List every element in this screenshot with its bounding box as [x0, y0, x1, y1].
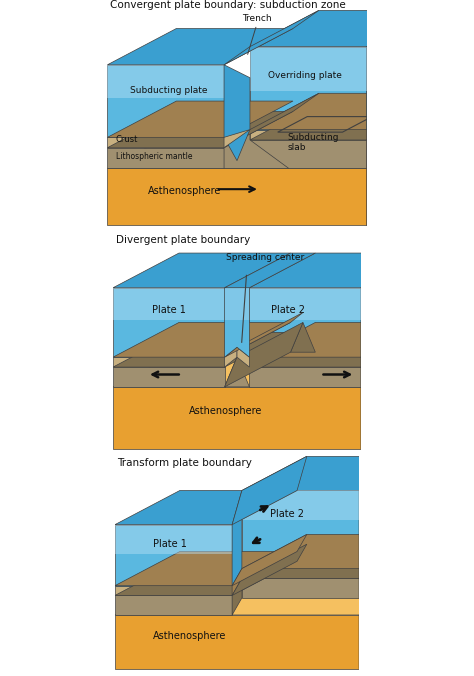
Polygon shape	[225, 253, 315, 288]
Polygon shape	[115, 596, 232, 615]
Text: Asthenosphere: Asthenosphere	[148, 187, 221, 196]
Polygon shape	[115, 581, 424, 615]
Polygon shape	[224, 65, 250, 161]
Polygon shape	[113, 288, 225, 320]
Polygon shape	[366, 10, 436, 130]
Text: Asthenosphere: Asthenosphere	[153, 631, 227, 642]
Polygon shape	[250, 47, 366, 130]
Polygon shape	[249, 288, 361, 357]
Polygon shape	[361, 322, 427, 367]
Polygon shape	[250, 103, 436, 140]
Polygon shape	[115, 561, 297, 596]
Polygon shape	[225, 288, 249, 320]
Text: Subducting
slab: Subducting slab	[288, 133, 339, 152]
Polygon shape	[225, 322, 303, 387]
Text: Plate 1: Plate 1	[152, 304, 186, 314]
Polygon shape	[108, 132, 436, 168]
Polygon shape	[224, 130, 250, 148]
Polygon shape	[359, 544, 424, 598]
Polygon shape	[249, 322, 427, 357]
Polygon shape	[224, 93, 319, 148]
Polygon shape	[224, 130, 289, 168]
Polygon shape	[366, 93, 436, 140]
Polygon shape	[225, 347, 237, 367]
Polygon shape	[361, 333, 427, 387]
Polygon shape	[359, 535, 424, 579]
Polygon shape	[250, 140, 366, 168]
Text: Subducting plate: Subducting plate	[130, 87, 208, 95]
Polygon shape	[361, 253, 427, 357]
Polygon shape	[361, 352, 427, 449]
Polygon shape	[108, 168, 366, 226]
Polygon shape	[108, 65, 224, 99]
Polygon shape	[115, 525, 232, 554]
Polygon shape	[113, 352, 427, 387]
Polygon shape	[242, 569, 359, 579]
Polygon shape	[242, 491, 359, 569]
Polygon shape	[113, 322, 291, 357]
Polygon shape	[366, 132, 436, 226]
Text: Divergent plate boundary: Divergent plate boundary	[116, 235, 250, 245]
Polygon shape	[113, 367, 225, 387]
Polygon shape	[115, 525, 232, 585]
Text: Trench: Trench	[242, 14, 272, 23]
Text: Transform plate boundary: Transform plate boundary	[118, 458, 252, 468]
Polygon shape	[249, 367, 361, 387]
Polygon shape	[113, 253, 291, 288]
Text: Plate 2: Plate 2	[271, 304, 305, 314]
Text: Plate 1: Plate 1	[153, 539, 187, 549]
Polygon shape	[108, 112, 293, 148]
Polygon shape	[249, 253, 427, 288]
Polygon shape	[242, 491, 359, 520]
Polygon shape	[359, 456, 424, 569]
Polygon shape	[115, 491, 297, 525]
Polygon shape	[225, 357, 249, 387]
Text: Lithospheric mantle: Lithospheric mantle	[116, 152, 192, 161]
Polygon shape	[108, 28, 293, 65]
Polygon shape	[224, 10, 319, 65]
Polygon shape	[108, 148, 224, 168]
Polygon shape	[232, 569, 242, 596]
Polygon shape	[249, 333, 427, 367]
Polygon shape	[113, 357, 225, 367]
Polygon shape	[232, 535, 307, 585]
Polygon shape	[115, 615, 359, 669]
Polygon shape	[232, 579, 242, 615]
Polygon shape	[113, 333, 291, 367]
Polygon shape	[250, 130, 366, 140]
Polygon shape	[108, 137, 224, 148]
Text: Overriding plate: Overriding plate	[268, 71, 341, 80]
Polygon shape	[108, 101, 293, 137]
Polygon shape	[115, 585, 232, 596]
Polygon shape	[225, 312, 303, 357]
Polygon shape	[291, 322, 315, 352]
Text: Convergent plate boundary: subduction zone: Convergent plate boundary: subduction zo…	[110, 0, 346, 9]
Text: Asthenosphere: Asthenosphere	[189, 406, 263, 416]
Polygon shape	[108, 65, 224, 137]
Polygon shape	[250, 47, 366, 91]
Polygon shape	[250, 10, 436, 47]
Polygon shape	[250, 93, 436, 130]
Polygon shape	[249, 357, 361, 367]
Polygon shape	[237, 347, 249, 367]
Polygon shape	[232, 456, 307, 525]
Polygon shape	[225, 288, 249, 357]
Polygon shape	[359, 581, 424, 669]
Text: Crust: Crust	[116, 135, 138, 144]
Polygon shape	[232, 491, 242, 585]
Text: Spreading center: Spreading center	[226, 254, 304, 262]
Polygon shape	[242, 579, 359, 598]
Polygon shape	[113, 387, 361, 449]
Polygon shape	[366, 103, 436, 168]
Polygon shape	[232, 544, 307, 596]
Polygon shape	[249, 288, 361, 320]
Text: Plate 2: Plate 2	[271, 509, 304, 519]
Polygon shape	[115, 552, 297, 585]
Polygon shape	[242, 456, 424, 491]
Polygon shape	[113, 288, 225, 357]
Polygon shape	[242, 535, 424, 569]
Polygon shape	[242, 544, 424, 579]
